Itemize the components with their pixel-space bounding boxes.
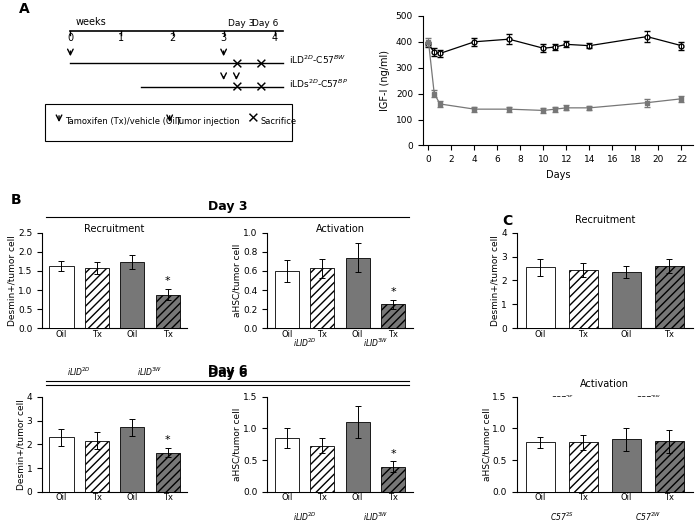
iLID Oil xyxy=(585,42,594,49)
Text: A: A xyxy=(20,2,30,16)
Bar xyxy=(568,442,598,492)
Bar xyxy=(120,427,144,492)
Bar xyxy=(85,268,109,328)
Text: B: B xyxy=(10,193,21,207)
Y-axis label: Desmin+/tumor cell: Desmin+/tumor cell xyxy=(491,235,500,326)
iLID Tx xyxy=(585,105,594,111)
Bar xyxy=(654,441,684,492)
Bar xyxy=(50,266,74,328)
Bar xyxy=(526,442,555,492)
Bar xyxy=(50,437,74,492)
Text: C57$^{2S}$: C57$^{2S}$ xyxy=(550,394,573,406)
Text: *: * xyxy=(391,287,396,297)
Y-axis label: Desmin+/tumor cell: Desmin+/tumor cell xyxy=(8,235,17,326)
Bar xyxy=(526,267,555,328)
Bar xyxy=(346,422,370,492)
Text: Activation: Activation xyxy=(316,224,365,234)
Text: C57$^{2W}$: C57$^{2W}$ xyxy=(635,394,661,406)
Text: iLID$^{3W}$: iLID$^{3W}$ xyxy=(137,366,163,378)
X-axis label: Days: Days xyxy=(545,170,570,180)
Text: ✕: ✕ xyxy=(230,80,243,96)
Text: *: * xyxy=(391,449,396,459)
Text: iLDs$^{2D}$-C57$^{BP}$: iLDs$^{2D}$-C57$^{BP}$ xyxy=(289,78,348,90)
Text: 1: 1 xyxy=(118,33,125,43)
iLID Oil xyxy=(551,44,559,50)
iLID Oil xyxy=(562,41,570,48)
Text: Day 6: Day 6 xyxy=(207,367,247,380)
iLID Oil xyxy=(505,36,513,42)
Text: Tamoxifen (Tx)/vehicle (Oil): Tamoxifen (Tx)/vehicle (Oil) xyxy=(64,117,180,126)
Bar xyxy=(310,268,335,328)
Bar xyxy=(274,438,299,492)
Text: ✕: ✕ xyxy=(246,111,258,126)
Bar xyxy=(120,262,144,328)
Y-axis label: aHSC/tumor cell: aHSC/tumor cell xyxy=(482,408,491,481)
iLID Tx xyxy=(470,106,479,112)
Line: iLID Oil: iLID Oil xyxy=(426,34,684,56)
iLID Tx xyxy=(505,106,513,112)
iLID Tx xyxy=(539,107,547,114)
iLID Oil xyxy=(436,50,445,57)
Text: iLID$^{2D}$: iLID$^{2D}$ xyxy=(67,366,91,378)
Bar xyxy=(310,445,335,492)
iLID Oil xyxy=(430,49,438,56)
iLID Oil xyxy=(424,41,433,48)
Text: iLID$^{2D}$: iLID$^{2D}$ xyxy=(293,337,316,349)
iLID Oil xyxy=(643,33,651,40)
Y-axis label: aHSC/tumor cell: aHSC/tumor cell xyxy=(233,408,242,481)
Text: 4: 4 xyxy=(272,33,278,43)
Bar xyxy=(156,295,180,328)
Text: Recruitment: Recruitment xyxy=(85,224,145,234)
Text: Activation: Activation xyxy=(580,379,629,389)
Text: *: * xyxy=(165,435,171,445)
iLID Tx xyxy=(562,105,570,111)
iLID Tx xyxy=(551,106,559,112)
Text: 0: 0 xyxy=(67,33,74,43)
Text: 2: 2 xyxy=(169,33,176,43)
Bar xyxy=(156,453,180,492)
Text: Day 3: Day 3 xyxy=(207,200,247,213)
iLID Tx xyxy=(430,90,438,97)
Bar xyxy=(568,270,598,328)
FancyBboxPatch shape xyxy=(45,104,292,141)
Bar xyxy=(85,441,109,492)
Text: ✕: ✕ xyxy=(254,80,267,96)
Text: iLID$^{2D}$: iLID$^{2D}$ xyxy=(293,510,316,523)
Bar xyxy=(612,272,641,328)
Bar xyxy=(654,266,684,328)
Text: iLD$^{2D}$-C57$^{BW}$: iLD$^{2D}$-C57$^{BW}$ xyxy=(289,54,346,67)
Bar xyxy=(381,304,405,328)
iLID Oil xyxy=(470,39,479,45)
Text: Tumor injection: Tumor injection xyxy=(176,117,240,126)
iLID Oil xyxy=(678,42,686,49)
Text: ✕: ✕ xyxy=(230,57,243,72)
Text: iLID$^{3W}$: iLID$^{3W}$ xyxy=(363,510,388,523)
Bar xyxy=(346,258,370,328)
Y-axis label: Desmin+/tumor cell: Desmin+/tumor cell xyxy=(16,399,25,490)
iLID Tx xyxy=(678,96,686,102)
Text: C: C xyxy=(503,214,513,228)
Y-axis label: IGF-I (ng/ml): IGF-I (ng/ml) xyxy=(380,50,390,111)
Text: iLID$^{3W}$: iLID$^{3W}$ xyxy=(363,337,388,349)
Bar xyxy=(381,467,405,492)
Y-axis label: aHSC/tumor cell: aHSC/tumor cell xyxy=(233,244,242,317)
iLID Tx xyxy=(424,39,433,45)
Text: C57$^{2S}$: C57$^{2S}$ xyxy=(550,510,573,523)
iLID Tx xyxy=(643,99,651,106)
Text: Day 3: Day 3 xyxy=(228,19,254,28)
Text: ✕: ✕ xyxy=(254,57,267,72)
Line: iLID Tx: iLID Tx xyxy=(426,39,684,113)
Bar xyxy=(612,439,641,492)
Text: C57$^{2W}$: C57$^{2W}$ xyxy=(635,510,661,523)
Text: weeks: weeks xyxy=(76,16,107,26)
Text: 3: 3 xyxy=(220,33,227,43)
Text: Day 6: Day 6 xyxy=(252,19,279,28)
Text: *: * xyxy=(165,276,171,286)
Bar xyxy=(274,271,299,328)
iLID Tx xyxy=(436,101,445,107)
Text: Day 6: Day 6 xyxy=(207,363,247,377)
Text: Recruitment: Recruitment xyxy=(575,215,635,225)
iLID Oil xyxy=(539,45,547,51)
Text: Sacrifice: Sacrifice xyxy=(260,117,297,126)
